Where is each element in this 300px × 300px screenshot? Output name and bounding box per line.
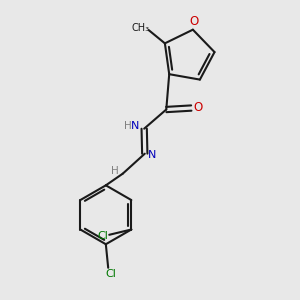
Text: CH₃: CH₃ [131,23,149,33]
Text: O: O [194,101,203,114]
Text: Cl: Cl [105,269,116,279]
Text: H: H [111,166,118,176]
Text: Cl: Cl [97,231,108,241]
Text: H: H [124,121,132,131]
Text: N: N [148,150,156,160]
Text: N: N [131,121,140,131]
Text: O: O [190,15,199,28]
